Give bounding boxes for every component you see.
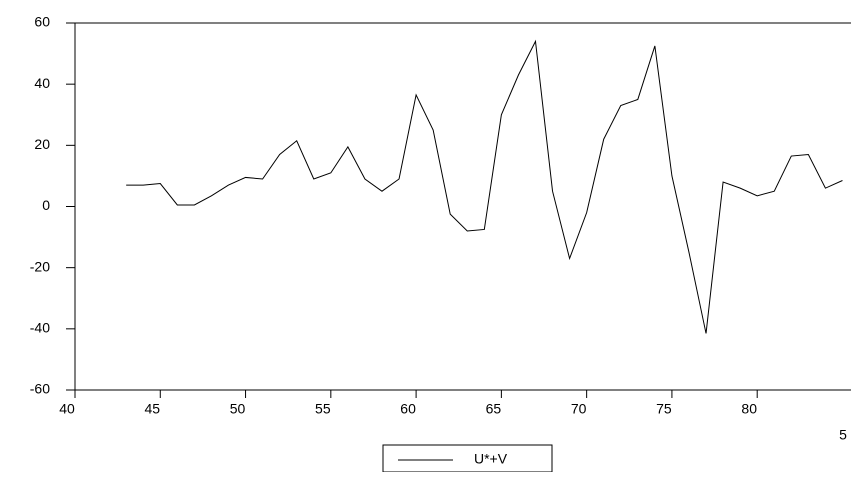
legend-label: U*+V [474, 451, 508, 467]
y-tick-label: -60 [30, 381, 50, 397]
y-tick-label: 20 [34, 136, 50, 152]
y-tick-label: 60 [34, 14, 50, 30]
x-tick-label: 65 [486, 401, 502, 417]
annotation: 5 [839, 427, 847, 443]
y-tick-label: -40 [30, 320, 50, 336]
x-tick-label: 75 [656, 401, 672, 417]
x-tick-label: 60 [400, 401, 416, 417]
x-tick-label: 50 [230, 401, 246, 417]
x-tick-label: 55 [315, 401, 331, 417]
y-tick-label: 40 [34, 75, 50, 91]
x-tick-label: 40 [59, 401, 75, 417]
legend-box [382, 444, 553, 473]
y-tick-label: -20 [30, 258, 50, 274]
x-tick-label: 80 [741, 401, 757, 417]
x-tick-label: 45 [144, 401, 160, 417]
y-tick-label: 0 [42, 197, 50, 213]
x-tick-label: 70 [571, 401, 587, 417]
series-line [126, 39, 843, 334]
